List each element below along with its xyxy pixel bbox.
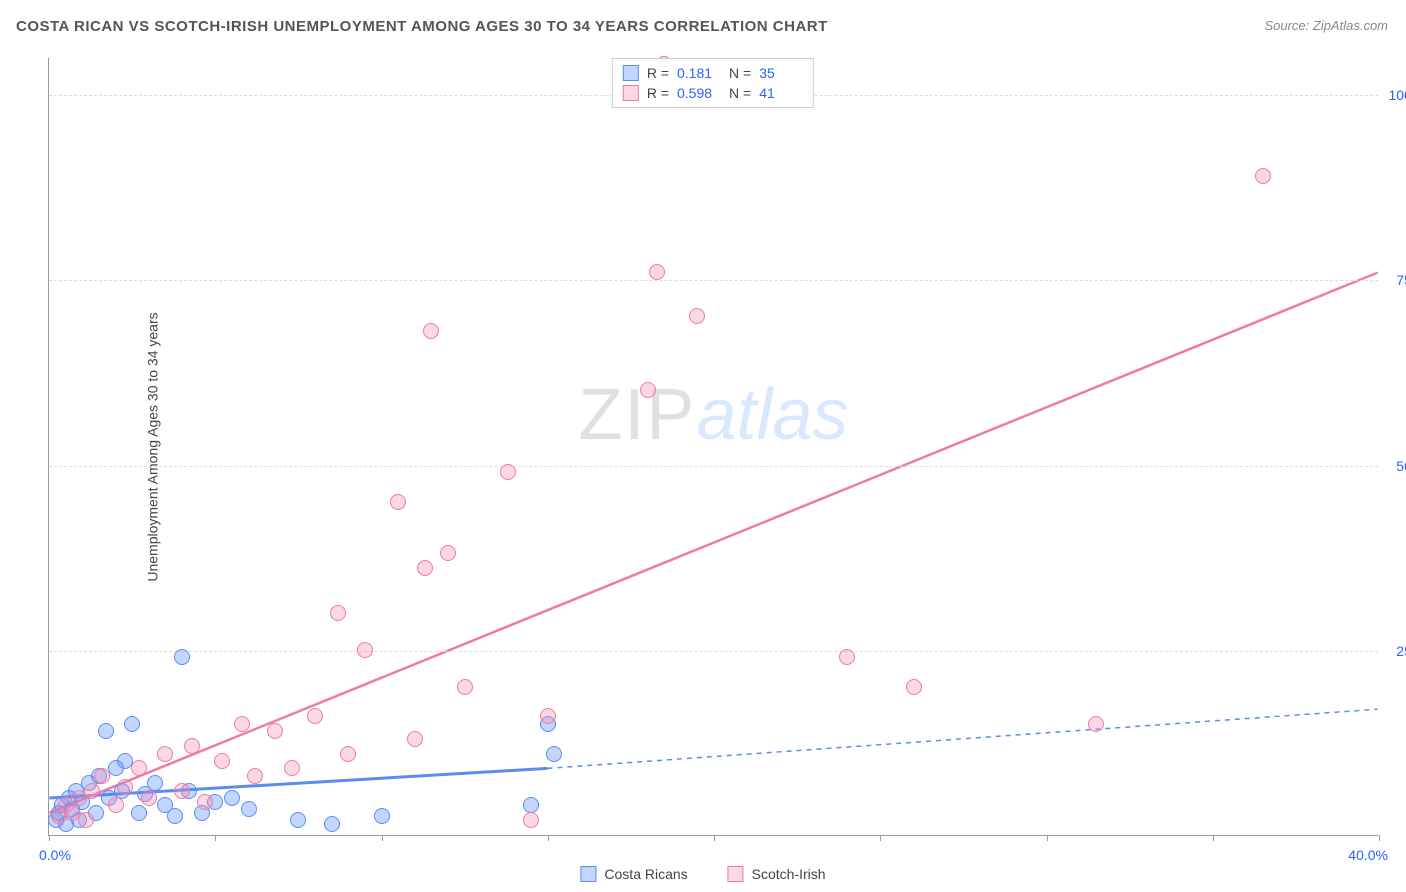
scatter-point [224, 790, 240, 806]
scatter-point [234, 716, 250, 732]
scatter-point [94, 768, 110, 784]
scatter-point [340, 746, 356, 762]
legend-swatch [580, 866, 596, 882]
scatter-point [197, 794, 213, 810]
x-tick [1379, 835, 1380, 841]
scatter-point [167, 808, 183, 824]
legend-swatch [728, 866, 744, 882]
scatter-point [1255, 168, 1271, 184]
scatter-point [307, 708, 323, 724]
x-tick [880, 835, 881, 841]
gridline [49, 280, 1378, 281]
x-tick [548, 835, 549, 841]
scatter-point [247, 768, 263, 784]
plot-region: ZIPatlas 0.0% 40.0% 25.0%50.0%75.0%100.0… [48, 58, 1378, 836]
x-tick [1047, 835, 1048, 841]
scatter-point [174, 783, 190, 799]
scatter-point [131, 760, 147, 776]
gridline [49, 466, 1378, 467]
y-tick-label: 25.0% [1396, 643, 1406, 659]
r-label: R = [647, 85, 669, 101]
chart-title: COSTA RICAN VS SCOTCH-IRISH UNEMPLOYMENT… [16, 18, 828, 35]
x-tick [382, 835, 383, 841]
scatter-point [357, 642, 373, 658]
scatter-point [78, 812, 94, 828]
scatter-point [290, 812, 306, 828]
x-axis-max-label: 40.0% [1348, 847, 1388, 863]
r-value: 0.598 [677, 85, 721, 101]
scatter-point [374, 808, 390, 824]
x-tick [49, 835, 50, 841]
correlation-stats-box: R = 0.181 N = 35 R = 0.598 N = 41 [612, 58, 814, 108]
scatter-point [839, 649, 855, 665]
scatter-point [546, 746, 562, 762]
scatter-point [407, 731, 423, 747]
n-label: N = [729, 65, 751, 81]
scatter-point [131, 805, 147, 821]
legend: Costa Ricans Scotch-Irish [580, 866, 825, 882]
y-tick-label: 50.0% [1396, 458, 1406, 474]
scatter-point [417, 560, 433, 576]
watermark: ZIPatlas [578, 374, 848, 456]
watermark-atlas: atlas [696, 375, 848, 455]
scatter-point [640, 382, 656, 398]
scatter-point [157, 746, 173, 762]
watermark-zip: ZIP [578, 375, 696, 455]
scatter-point [330, 605, 346, 621]
r-value: 0.181 [677, 65, 721, 81]
scatter-point [390, 494, 406, 510]
scatter-point [689, 308, 705, 324]
x-tick [1213, 835, 1214, 841]
x-axis-min-label: 0.0% [39, 847, 71, 863]
scatter-point [84, 783, 100, 799]
x-tick [215, 835, 216, 841]
stats-row: R = 0.181 N = 35 [623, 63, 803, 83]
scatter-point [241, 801, 257, 817]
scatter-point [108, 797, 124, 813]
legend-item: Costa Ricans [580, 866, 687, 882]
scatter-point [284, 760, 300, 776]
scatter-point [440, 545, 456, 561]
scatter-point [1088, 716, 1104, 732]
scatter-point [184, 738, 200, 754]
chart-area: Unemployment Among Ages 30 to 34 years Z… [48, 58, 1378, 836]
scatter-point [523, 797, 539, 813]
series-swatch [623, 65, 639, 81]
scatter-point [540, 708, 556, 724]
scatter-point [649, 264, 665, 280]
scatter-point [141, 790, 157, 806]
scatter-point [500, 464, 516, 480]
scatter-point [174, 649, 190, 665]
scatter-point [98, 723, 114, 739]
y-tick-label: 100.0% [1389, 87, 1406, 103]
scatter-point [214, 753, 230, 769]
scatter-point [117, 779, 133, 795]
stats-row: R = 0.598 N = 41 [623, 83, 803, 103]
scatter-point [906, 679, 922, 695]
scatter-point [324, 816, 340, 832]
n-value: 35 [759, 65, 803, 81]
scatter-point [457, 679, 473, 695]
r-label: R = [647, 65, 669, 81]
scatter-point [267, 723, 283, 739]
scatter-point [147, 775, 163, 791]
series-swatch [623, 85, 639, 101]
n-label: N = [729, 85, 751, 101]
scatter-point [423, 323, 439, 339]
legend-label: Costa Ricans [604, 866, 687, 882]
legend-label: Scotch-Irish [752, 866, 826, 882]
y-tick-label: 75.0% [1396, 272, 1406, 288]
scatter-point [124, 716, 140, 732]
chart-source: Source: ZipAtlas.com [1264, 18, 1388, 33]
scatter-point [523, 812, 539, 828]
gridline [49, 651, 1378, 652]
legend-item: Scotch-Irish [728, 866, 826, 882]
x-tick [714, 835, 715, 841]
n-value: 41 [759, 85, 803, 101]
